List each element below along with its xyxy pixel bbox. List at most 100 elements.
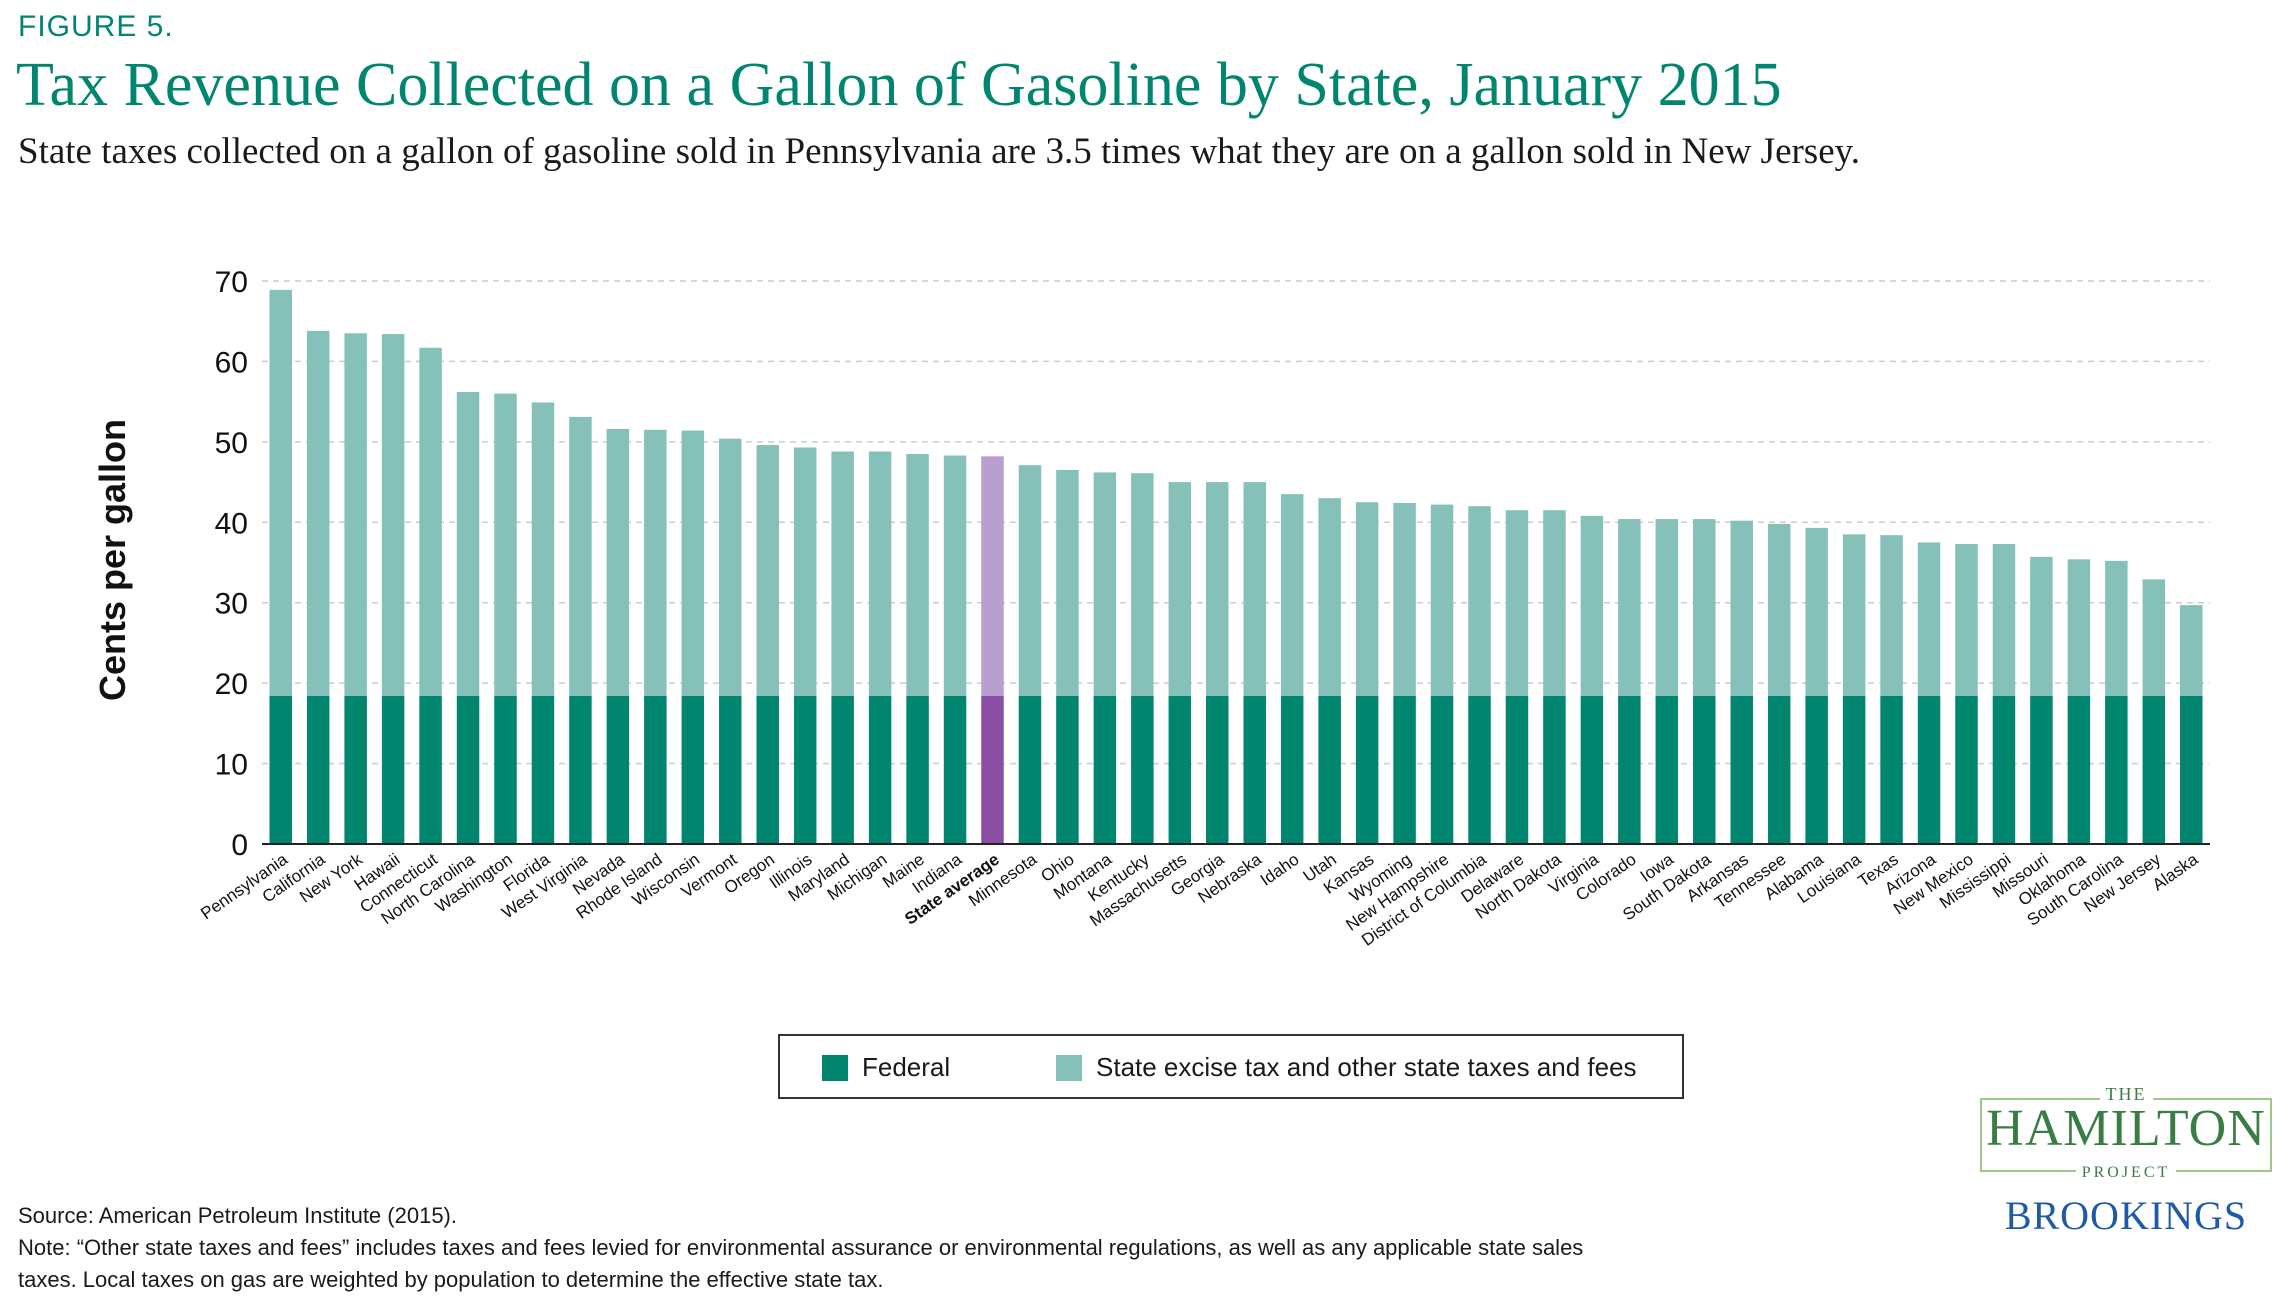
bar-federal bbox=[1767, 696, 1791, 844]
bar-state bbox=[494, 393, 517, 697]
bar-state bbox=[943, 455, 967, 697]
bar-federal bbox=[1280, 696, 1304, 844]
legend-item-federal: Federal bbox=[822, 1052, 950, 1083]
bar-federal bbox=[269, 696, 292, 844]
y-tick-label: 40 bbox=[215, 507, 248, 540]
logo-hamilton-text: HAMILTON bbox=[1986, 1100, 2266, 1157]
bar-federal bbox=[906, 696, 929, 844]
y-axis-label: Cents per gallon bbox=[92, 419, 133, 701]
bar-federal bbox=[2180, 696, 2203, 844]
bar-state bbox=[1206, 482, 1229, 697]
bar-state bbox=[2067, 559, 2091, 697]
bar-federal bbox=[494, 696, 517, 844]
bar-state bbox=[1767, 523, 1791, 697]
bar-federal bbox=[756, 696, 779, 844]
bar-federal bbox=[456, 696, 480, 844]
bar-federal bbox=[1168, 696, 1192, 844]
bar-state bbox=[269, 289, 292, 697]
bar-state bbox=[1018, 465, 1042, 697]
source-text: Source: American Petroleum Institute (20… bbox=[18, 1203, 457, 1228]
bar-federal bbox=[531, 696, 555, 844]
legend-swatch-federal bbox=[822, 1054, 848, 1081]
y-axis-ticks: 0 10 20 30 40 50 60 70 bbox=[215, 266, 248, 862]
bar-state bbox=[906, 453, 929, 697]
bar-state bbox=[569, 416, 592, 697]
y-tick-label: 10 bbox=[215, 749, 248, 782]
notes: Source: American Petroleum Institute (20… bbox=[18, 1200, 1818, 1296]
bar-state bbox=[2105, 560, 2128, 697]
bar-federal bbox=[1992, 696, 2016, 844]
bar-federal bbox=[1730, 696, 1753, 844]
bar-federal bbox=[1805, 696, 1828, 844]
bar-state bbox=[1093, 472, 1117, 697]
y-tick-label: 30 bbox=[215, 588, 248, 621]
bar-state bbox=[756, 445, 779, 697]
bar-federal bbox=[1243, 696, 1266, 844]
bar-state bbox=[381, 334, 405, 697]
hamilton-project-logo: THE HAMILTON PROJECT bbox=[1980, 1084, 2272, 1181]
bar-federal bbox=[606, 696, 630, 844]
bar-state bbox=[606, 428, 630, 697]
brookings-logo: BROOKINGS bbox=[2004, 1193, 2248, 1238]
bar-federal bbox=[2067, 696, 2091, 844]
y-tick-label: 60 bbox=[215, 346, 248, 379]
bar-state bbox=[1730, 520, 1753, 697]
bar-federal bbox=[1543, 696, 1566, 844]
figure-label: FIGURE 5. bbox=[18, 10, 174, 43]
bar-state bbox=[681, 430, 705, 697]
bar-state bbox=[1580, 515, 1604, 697]
bar-federal bbox=[1355, 696, 1379, 844]
bar-state bbox=[644, 429, 667, 697]
bar-federal bbox=[793, 696, 817, 844]
bar-state bbox=[344, 333, 367, 697]
bar-federal bbox=[681, 696, 705, 844]
bar-chart: 0 10 20 30 40 50 60 70 PennsylvaniaCaliforniaNe… bbox=[92, 266, 2210, 950]
bar-state bbox=[1955, 544, 1978, 697]
bar-state bbox=[1917, 542, 1941, 697]
bar-federal bbox=[2030, 696, 2053, 844]
bar-state bbox=[1318, 498, 1341, 697]
bar-federal bbox=[344, 696, 367, 844]
bar-state bbox=[793, 447, 817, 697]
bar-federal bbox=[1430, 696, 1454, 844]
bar-federal bbox=[1618, 696, 1641, 844]
bar-federal bbox=[1318, 696, 1341, 844]
y-tick-label: 50 bbox=[215, 427, 248, 460]
bar-federal bbox=[419, 696, 442, 844]
bar-federal bbox=[381, 696, 405, 844]
bar-federal bbox=[981, 696, 1004, 844]
legend-item-state: State excise tax and other state taxes a… bbox=[1056, 1052, 1637, 1083]
bar-state bbox=[1992, 544, 2016, 697]
bar-federal bbox=[306, 696, 330, 844]
bar-federal bbox=[1917, 696, 1941, 844]
legend-label-federal: Federal bbox=[862, 1052, 951, 1082]
bar-state bbox=[1618, 519, 1641, 697]
bars bbox=[269, 289, 2203, 844]
bar-federal bbox=[569, 696, 592, 844]
bar-federal bbox=[644, 696, 667, 844]
bar-state bbox=[981, 456, 1004, 697]
bar-federal bbox=[2105, 696, 2128, 844]
y-tick-label: 0 bbox=[231, 829, 248, 862]
bar-federal bbox=[831, 696, 854, 844]
x-tick-label: Idaho bbox=[1257, 850, 1303, 890]
bar-state bbox=[1355, 502, 1379, 697]
y-tick-label: 20 bbox=[215, 668, 248, 701]
bar-state bbox=[531, 402, 555, 697]
bar-state bbox=[2030, 556, 2053, 697]
bar-state bbox=[719, 438, 742, 697]
bar-state bbox=[306, 330, 330, 697]
bar-state bbox=[1468, 506, 1491, 697]
note-line-2: taxes. Local taxes on gas are weighted b… bbox=[18, 1267, 884, 1292]
legend-label-state: State excise tax and other state taxes a… bbox=[1096, 1052, 1637, 1082]
bar-state bbox=[456, 391, 480, 697]
legend: Federal State excise tax and other state… bbox=[778, 1034, 1684, 1099]
bar-state bbox=[1280, 494, 1304, 697]
bar-state bbox=[1543, 510, 1566, 697]
bar-federal bbox=[1842, 696, 1866, 844]
bar-state bbox=[1393, 502, 1416, 697]
bar-federal bbox=[719, 696, 742, 844]
bar-federal bbox=[1018, 696, 1042, 844]
bar-state bbox=[1505, 510, 1529, 697]
